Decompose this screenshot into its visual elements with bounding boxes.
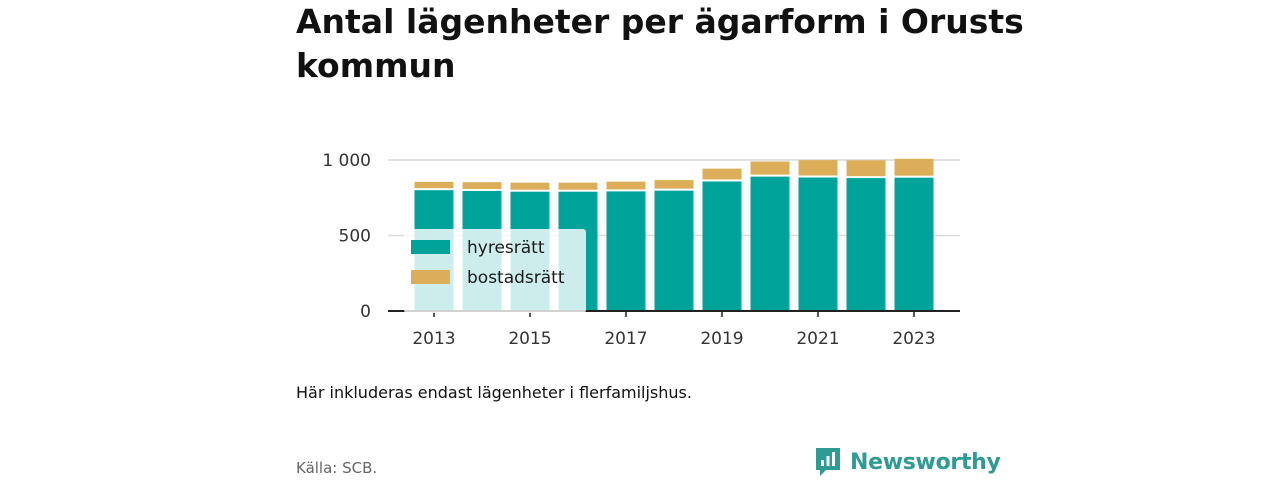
bar-bostadsratt [702, 168, 742, 180]
bar-hyresratt [606, 191, 646, 311]
newsworthy-logo: Newsworthy [814, 446, 1001, 478]
x-tick-label: 2017 [604, 329, 647, 349]
x-tick-label: 2019 [700, 329, 743, 349]
bar-hyresratt [750, 176, 790, 311]
bar-bostadsratt [846, 160, 886, 177]
y-tick-label: 1 000 [322, 151, 371, 171]
chart-title: Antal lägenheter per ägarform i Orusts k… [296, 2, 1024, 85]
x-tick-label: 2013 [412, 329, 455, 349]
legend-label: hyresrätt [467, 238, 545, 258]
bar-hyresratt [702, 181, 742, 311]
source-text: Källa: SCB. [296, 459, 378, 477]
bar-hyresratt [798, 177, 838, 311]
bar-bostadsratt [606, 181, 646, 190]
legend-swatch [411, 240, 450, 254]
bar-bostadsratt [654, 180, 694, 189]
legend-swatch [411, 270, 450, 284]
chart-note: Här inkluderas endast lägenheter i flerf… [296, 383, 692, 402]
bar-bostadsratt [510, 182, 550, 190]
bar-hyresratt [654, 190, 694, 311]
bar-bostadsratt [894, 158, 934, 176]
bar-bostadsratt [462, 182, 502, 189]
x-tick-label: 2023 [892, 329, 935, 349]
x-tick-label: 2015 [508, 329, 551, 349]
bar-hyresratt [894, 177, 934, 311]
newsworthy-icon [816, 448, 840, 476]
y-tick-label: 500 [339, 227, 371, 247]
x-tick-label: 2021 [796, 329, 839, 349]
brand-name: Newsworthy [850, 449, 1001, 475]
bar-bostadsratt [798, 160, 838, 176]
bar-bostadsratt [414, 181, 454, 189]
legend-label: bostadsrätt [467, 268, 565, 288]
y-tick-label: 0 [360, 302, 371, 322]
bar-bostadsratt [558, 182, 598, 190]
bar-bostadsratt [750, 161, 790, 175]
bar-hyresratt [846, 178, 886, 311]
